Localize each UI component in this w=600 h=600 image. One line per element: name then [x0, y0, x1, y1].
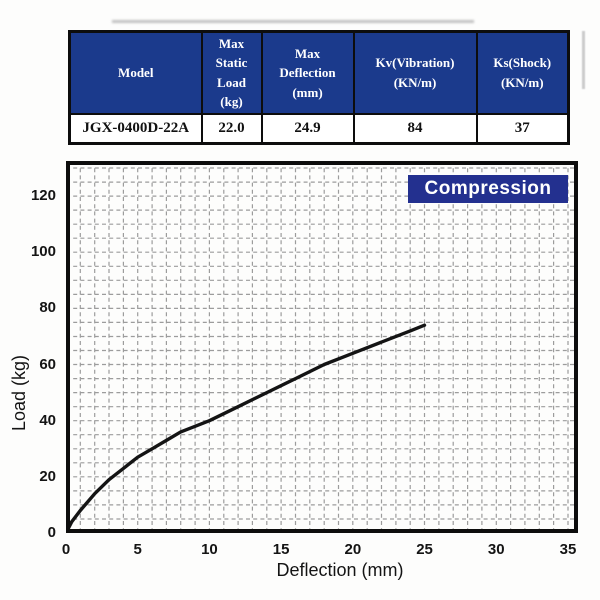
y-tick-label: 120: [30, 187, 56, 205]
cell-ks-shock: 37: [475, 112, 570, 145]
legend-compression: Compression: [408, 175, 568, 203]
header-cell-ks-shock: Ks(Shock) (KN/m): [475, 30, 570, 115]
cell-model: JGX-0400D-22A: [68, 112, 203, 145]
cell-max-deflection: 24.9: [260, 112, 355, 145]
y-axis-title: Load (kg): [9, 354, 29, 432]
scan-artifact: [112, 20, 474, 23]
y-tick-label: 40: [39, 411, 56, 429]
x-tick-label: 10: [201, 541, 218, 558]
y-tick-label: 80: [39, 299, 56, 317]
header-cell-max-static-load: Max Static Load (kg): [200, 30, 263, 115]
plot-area: [66, 161, 578, 533]
y-tick-label: 60: [39, 355, 56, 373]
x-tick-label: 35: [559, 541, 577, 558]
header-cell-kv-vibration: Kv(Vibration) (KN/m): [352, 30, 478, 115]
x-axis-title: Deflection (mm): [276, 560, 404, 580]
header-cell-model: Model: [68, 30, 203, 115]
spec-table-header-row: Model Max Static Load (kg) Max Deflectio…: [68, 30, 570, 115]
x-tick-label: 0: [61, 541, 71, 558]
cell-max-static-load: 22.0: [200, 112, 263, 145]
x-tick-label: 15: [272, 541, 290, 558]
x-tick-label: 30: [487, 541, 505, 558]
header-cell-max-deflection: Max Deflection (mm): [260, 30, 355, 115]
y-tick-label: 100: [30, 243, 56, 261]
scan-artifact: [582, 31, 585, 89]
y-tick-label: 0: [47, 524, 56, 541]
spec-table: Model Max Static Load (kg) Max Deflectio…: [68, 30, 570, 145]
x-tick-label: 25: [416, 541, 433, 558]
cell-kv-vibration: 84: [352, 112, 478, 145]
x-tick-label: 20: [344, 541, 362, 558]
y-tick-label: 20: [39, 467, 56, 485]
x-tick-label: 5: [133, 541, 142, 558]
table-row: JGX-0400D-22A 22.0 24.9 84 37: [68, 112, 570, 145]
